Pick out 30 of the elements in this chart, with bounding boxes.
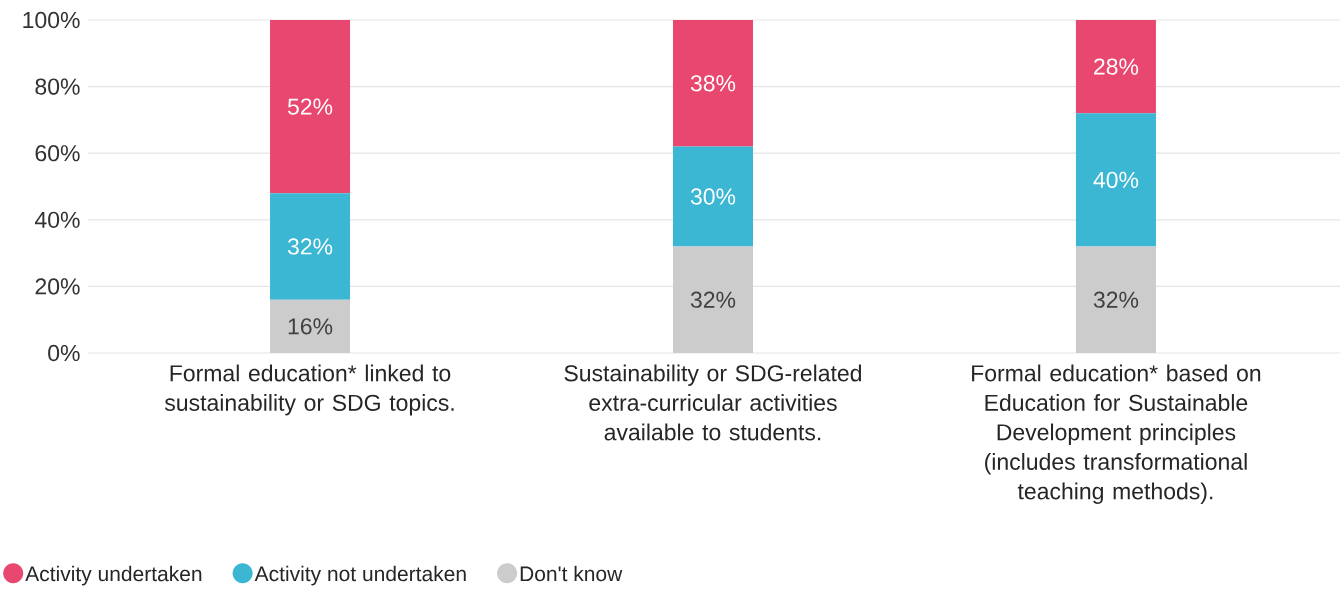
data-label: 32% — [287, 238, 333, 255]
y-tick-label: 60% — [35, 145, 80, 162]
legend-label: Don't know — [520, 565, 623, 582]
data-label: 28% — [1094, 58, 1139, 75]
bar — [1075, 20, 1156, 114]
bar — [270, 299, 351, 353]
data-label: 32% — [1093, 291, 1139, 308]
data-label: 38% — [690, 75, 736, 92]
x-tick-label: Formal education* linked to sustainability or SDG topics. — [164, 364, 454, 416]
bar — [672, 246, 753, 353]
legend-label: Activity not undertaken — [254, 565, 466, 586]
bar — [270, 20, 351, 194]
y-tick-label: 20% — [35, 278, 80, 295]
legend-label: Activity undertaken — [25, 565, 202, 586]
data-label: 30% — [690, 188, 736, 205]
bar — [1075, 113, 1156, 247]
y-tick-label: 80% — [35, 78, 80, 95]
y-tick-label: 40% — [34, 211, 80, 228]
data-label: 40% — [1093, 171, 1139, 188]
data-label: 52% — [287, 98, 333, 115]
x-tick-label: Sustainability or SDG-related extra-curricular activities available to students. — [564, 364, 862, 441]
bar — [1075, 246, 1156, 353]
data-label: 16% — [288, 318, 333, 335]
y-tick-label: 100% — [23, 11, 80, 29]
y-tick-label: 0% — [48, 344, 80, 362]
data-label: 32% — [690, 291, 736, 308]
bar — [270, 193, 351, 300]
bar — [672, 146, 753, 247]
x-tick-label: Formal education* based on Education for Sustainable Development principles (includes transformational teaching methods). — [972, 364, 1261, 504]
bar — [672, 20, 753, 147]
